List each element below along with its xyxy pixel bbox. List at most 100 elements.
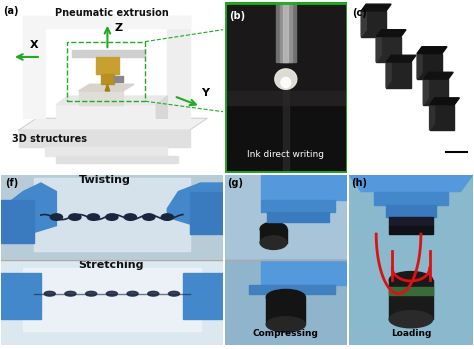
Polygon shape — [156, 96, 167, 118]
Ellipse shape — [69, 214, 81, 220]
Polygon shape — [18, 118, 207, 130]
Polygon shape — [386, 55, 416, 62]
Polygon shape — [56, 105, 156, 118]
Polygon shape — [56, 156, 178, 163]
Text: (g): (g) — [227, 178, 243, 188]
Ellipse shape — [106, 291, 118, 296]
Polygon shape — [72, 50, 145, 57]
Polygon shape — [374, 192, 448, 205]
Polygon shape — [266, 297, 305, 324]
Polygon shape — [355, 209, 467, 225]
Polygon shape — [417, 47, 447, 53]
Ellipse shape — [389, 272, 433, 289]
Ellipse shape — [275, 69, 297, 89]
Polygon shape — [376, 30, 381, 62]
Text: (h): (h) — [351, 178, 367, 188]
Polygon shape — [429, 98, 459, 105]
Text: 3D structures: 3D structures — [12, 134, 87, 144]
Polygon shape — [302, 224, 315, 241]
Ellipse shape — [148, 291, 159, 296]
Ellipse shape — [260, 222, 287, 236]
Polygon shape — [349, 174, 473, 345]
Polygon shape — [282, 300, 294, 318]
Polygon shape — [1, 183, 56, 243]
Polygon shape — [423, 79, 448, 105]
Polygon shape — [429, 105, 455, 130]
Polygon shape — [183, 273, 223, 319]
Text: Ink direct writing: Ink direct writing — [247, 150, 324, 159]
Polygon shape — [225, 260, 347, 345]
Polygon shape — [105, 84, 109, 91]
Polygon shape — [242, 300, 254, 318]
Ellipse shape — [50, 214, 63, 220]
Polygon shape — [34, 178, 190, 251]
Polygon shape — [421, 268, 437, 294]
Polygon shape — [282, 224, 294, 241]
Polygon shape — [434, 298, 450, 324]
Ellipse shape — [86, 291, 97, 296]
Polygon shape — [237, 196, 337, 217]
Polygon shape — [389, 217, 433, 225]
Text: Y: Y — [201, 88, 209, 98]
Bar — [67, 42, 145, 101]
Polygon shape — [395, 268, 411, 294]
Polygon shape — [382, 298, 398, 324]
Polygon shape — [389, 225, 433, 234]
Polygon shape — [386, 62, 411, 88]
Polygon shape — [18, 130, 190, 147]
Polygon shape — [376, 30, 406, 37]
Text: Twisting: Twisting — [79, 175, 130, 185]
Polygon shape — [282, 183, 286, 196]
Polygon shape — [249, 285, 335, 294]
Text: (b): (b) — [229, 11, 246, 21]
Ellipse shape — [168, 291, 180, 296]
Polygon shape — [23, 16, 190, 28]
Polygon shape — [417, 53, 442, 79]
Polygon shape — [423, 72, 453, 79]
Ellipse shape — [65, 291, 76, 296]
Text: Compressing: Compressing — [253, 329, 319, 338]
Polygon shape — [262, 300, 274, 318]
Polygon shape — [302, 250, 315, 267]
Polygon shape — [355, 225, 455, 328]
Polygon shape — [1, 174, 223, 260]
Polygon shape — [283, 2, 288, 62]
Polygon shape — [389, 287, 433, 295]
Polygon shape — [434, 238, 450, 264]
Polygon shape — [356, 298, 372, 324]
Polygon shape — [167, 16, 190, 118]
Ellipse shape — [389, 311, 433, 328]
Text: (c): (c) — [353, 8, 367, 17]
Polygon shape — [225, 174, 347, 260]
Polygon shape — [101, 74, 114, 84]
Polygon shape — [382, 238, 398, 264]
Polygon shape — [242, 275, 254, 292]
Text: Stretching: Stretching — [79, 260, 144, 270]
Polygon shape — [386, 205, 436, 217]
Polygon shape — [262, 250, 274, 267]
Text: (f): (f) — [5, 178, 18, 188]
Polygon shape — [225, 91, 347, 105]
Polygon shape — [260, 229, 287, 243]
Polygon shape — [282, 275, 294, 292]
Ellipse shape — [127, 291, 138, 296]
Polygon shape — [361, 4, 366, 37]
Ellipse shape — [124, 214, 137, 220]
Ellipse shape — [266, 289, 305, 305]
Polygon shape — [408, 238, 424, 264]
Polygon shape — [46, 147, 167, 156]
Polygon shape — [237, 217, 322, 324]
Polygon shape — [1, 260, 223, 345]
Text: (a): (a) — [3, 6, 18, 16]
Polygon shape — [408, 298, 424, 324]
Polygon shape — [79, 91, 123, 105]
Text: Pneumatic extrusion: Pneumatic extrusion — [55, 8, 169, 17]
Polygon shape — [423, 72, 428, 105]
Polygon shape — [114, 76, 123, 82]
Polygon shape — [79, 84, 134, 91]
Polygon shape — [429, 98, 435, 130]
Polygon shape — [96, 57, 118, 74]
Ellipse shape — [143, 214, 155, 220]
Polygon shape — [386, 55, 391, 88]
Text: Z: Z — [114, 23, 122, 34]
